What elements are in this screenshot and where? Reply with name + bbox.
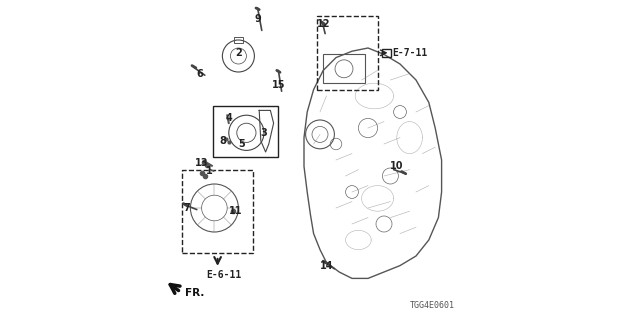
Text: 7: 7 [184, 203, 191, 213]
Text: 4: 4 [225, 113, 232, 124]
Text: FR.: FR. [184, 288, 204, 298]
Text: 9: 9 [254, 14, 261, 24]
Text: 10: 10 [390, 161, 404, 172]
Text: 8: 8 [219, 136, 226, 146]
Text: 1: 1 [206, 166, 213, 176]
Text: 5: 5 [238, 139, 245, 149]
Text: 12: 12 [316, 19, 330, 29]
Text: 13: 13 [195, 158, 209, 168]
Text: E-6-11: E-6-11 [206, 270, 242, 280]
Text: TGG4E0601: TGG4E0601 [410, 301, 454, 310]
Text: E-7-11: E-7-11 [392, 48, 428, 58]
Bar [317, 16, 378, 90]
Text: 2: 2 [235, 48, 242, 58]
Text: 11: 11 [228, 206, 242, 216]
Bar [182, 170, 253, 253]
Text: 3: 3 [260, 128, 268, 138]
Bar [323, 54, 365, 83]
Bar [212, 106, 278, 157]
Text: 6: 6 [196, 68, 204, 79]
Text: 15: 15 [271, 80, 285, 90]
Bar [234, 37, 243, 43]
Text: 14: 14 [319, 260, 333, 271]
